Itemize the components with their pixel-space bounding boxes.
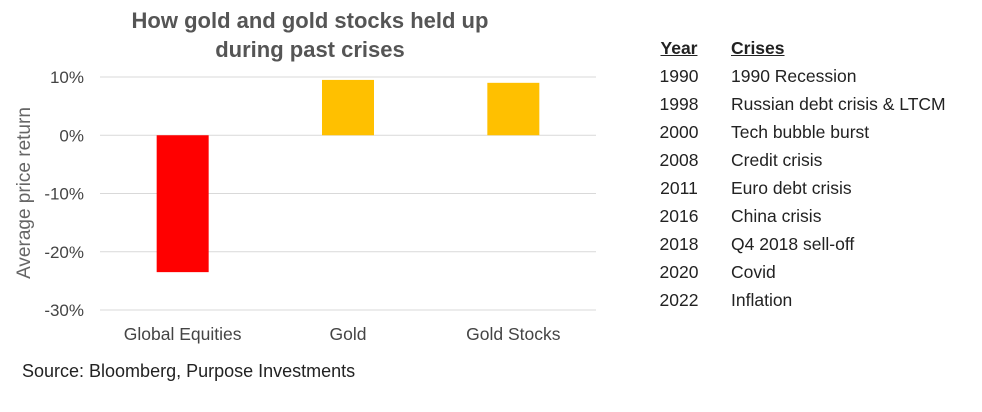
table-cell-crisis: Covid <box>731 262 776 282</box>
table-cell-year: 2011 <box>660 178 698 198</box>
table-cell-year: 2022 <box>659 290 699 310</box>
table-cell-year: 2020 <box>659 262 699 282</box>
x-tick-label: Global Equities <box>124 324 242 344</box>
table-cell-crisis: China crisis <box>731 206 822 226</box>
x-tick-label: Gold Stocks <box>466 324 561 344</box>
year-column-header: Year <box>660 38 698 58</box>
bar-gold <box>322 79 374 136</box>
table-cell-year: 2000 <box>659 122 699 142</box>
table-cell-crisis: Euro debt crisis <box>731 178 852 198</box>
y-tick-label: 10% <box>50 68 84 87</box>
table-cell-crisis: Tech bubble burst <box>731 122 870 142</box>
source-note: Source: Bloomberg, Purpose Investments <box>22 361 356 381</box>
y-axis-label: Average price return <box>14 107 35 279</box>
bar-chart: 10% 0% -10% -20% -30% Average price return Glo… <box>14 68 596 344</box>
chart-title: How gold and gold stocks held up during … <box>60 6 560 64</box>
table-cell-crisis: Credit crisis <box>731 150 823 170</box>
table-cell-year: 2018 <box>659 234 699 254</box>
chart-title-line-1: How gold and gold stocks held up <box>131 8 489 33</box>
table-cell-year: 2016 <box>659 206 699 226</box>
chart-title-line-2: during past crises <box>215 37 405 62</box>
table-cell-crisis: Inflation <box>731 290 793 310</box>
y-tick-label: -20% <box>44 243 84 262</box>
table-cell-crisis: 1990 Recession <box>731 66 857 86</box>
y-tick-label: -30% <box>44 301 84 320</box>
bar-gold-stocks <box>487 82 540 136</box>
table-cell-year: 1998 <box>659 94 699 114</box>
y-tick-label: -10% <box>44 185 84 204</box>
crises-column-header: Crises <box>731 38 785 58</box>
table-cell-crisis: Russian debt crisis & LTCM <box>731 94 946 114</box>
x-tick-label: Gold <box>330 324 367 344</box>
table-cell-year: 1990 <box>659 66 699 86</box>
table-cell-year: 2008 <box>659 150 699 170</box>
y-tick-label: 0% <box>59 126 84 145</box>
table-cell-crisis: Q4 2018 sell-off <box>731 234 855 254</box>
bar-global-equities <box>156 135 209 273</box>
